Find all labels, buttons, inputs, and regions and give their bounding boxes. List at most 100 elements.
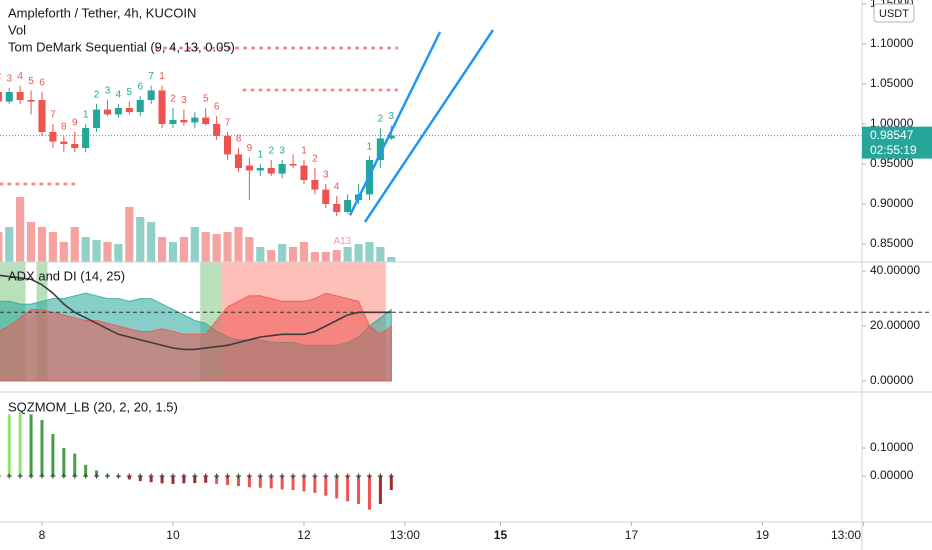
momentum-bar <box>357 476 361 505</box>
td-count: 5 <box>203 94 209 105</box>
candle-body <box>333 204 341 212</box>
momentum-bar <box>302 476 306 492</box>
volume-bar <box>234 227 243 262</box>
adx-pane <box>0 262 862 382</box>
candle-body <box>49 132 57 142</box>
candle-body <box>322 189 330 204</box>
candle-body <box>256 168 264 171</box>
momentum-bar <box>378 476 382 505</box>
volume-bar <box>212 234 221 262</box>
volume-bar <box>365 242 374 262</box>
candle-body <box>5 92 13 102</box>
volume-bar <box>201 232 210 262</box>
y-tick-label: 1.05000 <box>870 76 914 90</box>
chart-title: Ampleforth / Tether, 4h, KUCOIN <box>8 5 196 20</box>
volume-bar <box>343 247 352 262</box>
squeeze-mark <box>345 473 351 479</box>
momentum-bar <box>182 476 186 484</box>
squeeze-mark <box>334 473 340 479</box>
candle-body <box>60 141 68 144</box>
volume-bar <box>267 250 276 262</box>
volume-bar <box>103 242 112 262</box>
candle-body <box>267 168 275 174</box>
trend-line <box>348 31 442 216</box>
td-count: 4 <box>116 90 122 101</box>
price-pane: 234567891234567123567891231234123A13 <box>0 29 862 262</box>
candle-body <box>234 154 243 168</box>
y-tick-label: 20.00000 <box>870 318 920 332</box>
momentum-bar <box>62 448 66 477</box>
candle-body <box>376 138 384 160</box>
td-count: 1 <box>301 146 307 157</box>
volume-bar <box>147 222 156 262</box>
volume-bar <box>245 237 254 262</box>
candle-body <box>191 117 199 123</box>
squeeze-mark <box>50 473 56 479</box>
squeeze-mark <box>323 473 329 479</box>
squeeze-mark <box>137 473 143 479</box>
x-tick-label: 12 <box>297 528 311 542</box>
momentum-bar <box>29 414 33 477</box>
td-count: 2 <box>312 154 318 165</box>
momentum-bar <box>236 476 240 487</box>
momentum-bar <box>215 476 219 484</box>
td-count: 9 <box>72 118 78 129</box>
volume-bar <box>321 252 330 262</box>
volume-bar <box>92 240 101 262</box>
y-tick-label: 0.95000 <box>870 156 914 170</box>
volume-bar <box>376 247 385 262</box>
x-tick-label: 8 <box>39 528 46 542</box>
squeeze-mark <box>235 473 241 479</box>
squeeze-mark <box>72 473 78 479</box>
squeeze-mark <box>148 473 154 479</box>
x-tick-label: 15 <box>494 528 508 542</box>
volume-bar <box>114 244 123 262</box>
candle-body <box>114 108 122 115</box>
td-count: 3 <box>181 95 187 106</box>
volume-bar <box>354 244 363 262</box>
td-count: 3 <box>389 111 395 122</box>
candle-body <box>169 120 177 124</box>
squeeze-mark <box>356 473 362 479</box>
momentum-bar <box>193 476 197 484</box>
momentum-bar <box>51 434 55 477</box>
legends: Ampleforth / Tether, 4h, KUCOIN Vol Tom … <box>8 3 915 414</box>
squeeze-mark <box>257 473 263 479</box>
squeeze-mark <box>388 473 394 479</box>
td-count: 7 <box>225 118 231 129</box>
candle-body <box>202 117 210 124</box>
volume-bar <box>256 247 265 262</box>
volume-bar <box>0 232 3 262</box>
y-tick-label: 0.85000 <box>870 236 914 250</box>
squeeze-mark <box>203 473 209 479</box>
squeeze-mark <box>104 473 110 479</box>
candle-body <box>180 120 188 123</box>
squeeze-mark <box>290 473 296 479</box>
momentum-bar <box>204 476 208 483</box>
squeeze-mark <box>17 473 23 479</box>
countdown-label: 02:55:19 <box>870 143 917 157</box>
pane-title: ADX and DI (14, 25) <box>8 268 125 283</box>
candle-body <box>158 90 166 124</box>
x-tick-label: 19 <box>756 528 770 542</box>
squeeze-mark <box>159 473 165 479</box>
candle-body <box>278 164 286 174</box>
td-count: 1 <box>367 142 373 153</box>
legend-entry: Vol <box>8 22 26 37</box>
volume-bar <box>190 227 199 262</box>
momentum-bar <box>138 476 142 482</box>
momentum-bar <box>73 453 77 477</box>
currency-badge[interactable] <box>873 3 915 23</box>
volume-bar <box>125 207 134 262</box>
td-count: 9 <box>247 143 253 154</box>
td-count: 3 <box>6 74 12 85</box>
volume-bar <box>157 237 167 262</box>
td-count: 5 <box>127 87 133 98</box>
x-tick-label: 13:00 <box>831 528 861 542</box>
y-tick-label: 0.00000 <box>870 468 914 482</box>
pane-title: SQZMOM_LB (20, 2, 20, 1.5) <box>8 399 178 414</box>
td-count: 3 <box>323 170 329 181</box>
candle-body <box>125 108 133 112</box>
